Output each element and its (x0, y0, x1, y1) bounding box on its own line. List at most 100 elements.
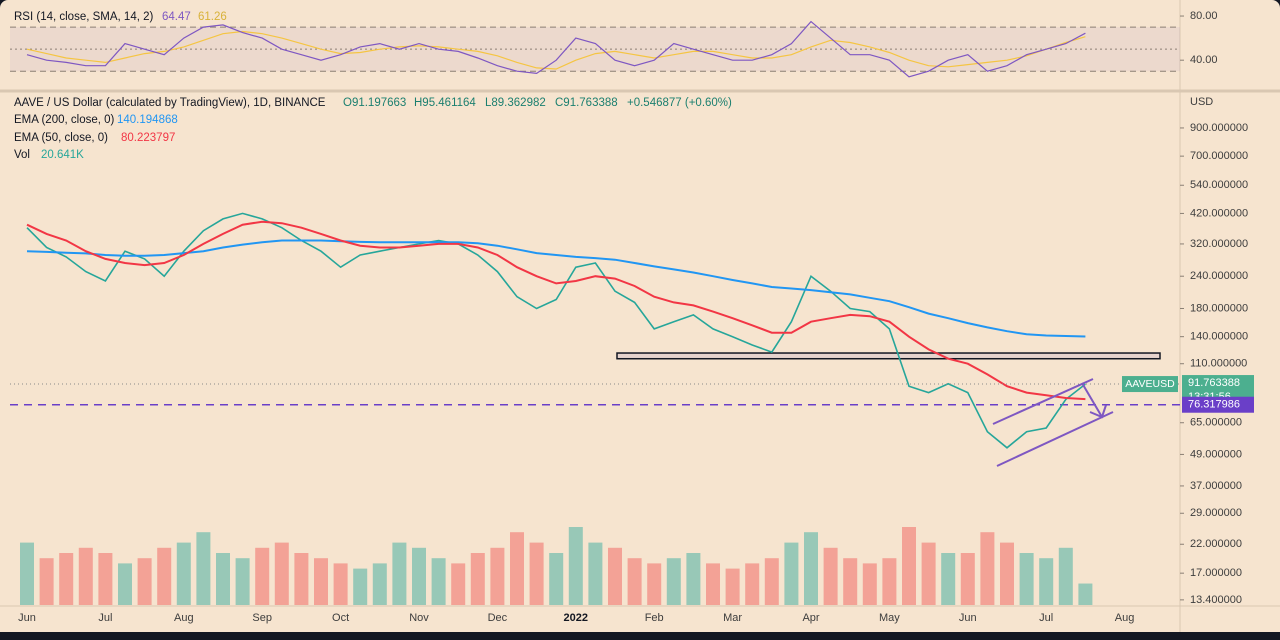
rsi-y-tick-label: 80.00 (1190, 10, 1218, 22)
x-tick-label: Mar (723, 612, 742, 624)
volume-bar (176, 542, 191, 605)
volume-bar (353, 568, 368, 605)
x-tick-label: Feb (645, 612, 664, 624)
volume-bar (843, 558, 858, 605)
y-tick-label: 65.000000 (1190, 417, 1242, 429)
volume-bar (568, 527, 583, 605)
volume-bar (98, 553, 113, 605)
ema-line (26, 239, 1086, 338)
x-tick-label: Dec (488, 612, 508, 624)
volume-bar (490, 547, 505, 605)
y-tick-label: 540.000000 (1190, 179, 1248, 191)
volume-bar (196, 532, 211, 605)
volume-bar (706, 563, 720, 605)
volume-bar (235, 558, 250, 605)
x-tick-label: Jun (18, 612, 36, 624)
y-tick-label: 180.000000 (1190, 302, 1248, 314)
legend-volume-value: 20.641K (41, 149, 84, 161)
x-tick-label: Nov (409, 612, 429, 624)
volume-bar (745, 563, 760, 605)
volume-bar (1039, 558, 1054, 605)
volume-bar (666, 558, 681, 605)
volume-bar (588, 542, 603, 605)
y-tick-label: 37.000000 (1190, 480, 1242, 492)
series-tag (1122, 376, 1178, 393)
rsi-line (26, 20, 1086, 78)
x-tick-label: Sep (252, 612, 272, 624)
volume-bar (764, 558, 779, 605)
volume-bar (333, 563, 348, 605)
volume-bar (902, 527, 916, 605)
volume-bar (1078, 583, 1093, 605)
volume-bar (118, 563, 132, 605)
channel-lower (996, 411, 1114, 467)
volume-bar (314, 558, 328, 605)
volume-bar (980, 532, 995, 605)
rsi-ma-line (26, 30, 1086, 70)
legend-ema200: EMA (200, close, 0) (14, 114, 115, 126)
volume-bar (255, 547, 270, 605)
volume-bar (157, 547, 172, 605)
volume-bar (39, 558, 54, 605)
volume-bar (431, 558, 446, 605)
y-tick-label: 140.000000 (1190, 331, 1248, 343)
support-zone (616, 352, 1161, 360)
x-tick-label: Aug (1115, 612, 1135, 624)
volume-bar (216, 553, 230, 605)
volume-bar (549, 553, 564, 605)
price-pane: 900.000000 700.000000 540.000000 420.000000… (10, 122, 1254, 624)
x-tick-label: May (879, 612, 900, 624)
level-tag-label: 76.317986 (1188, 399, 1240, 411)
ohlc-open: O91.197663 (343, 97, 406, 109)
series-tag-label: AAVEUSD (1125, 378, 1175, 390)
volume-bar (392, 542, 407, 605)
volume-bar (20, 542, 34, 605)
level-tag (1182, 396, 1254, 413)
volume-bar (647, 563, 662, 605)
rsi-pane: 80.00 40.00 (10, 10, 1218, 78)
volume-bar (470, 553, 485, 605)
y-tick-label: 240.000000 (1190, 270, 1248, 282)
legend-ema200-value: 140.194868 (117, 114, 178, 126)
ema-line (26, 220, 1086, 401)
volume-bar (941, 553, 956, 605)
arrow-shaft (1081, 382, 1103, 418)
volume-bar (274, 542, 289, 605)
ohlc-change: +0.546877 (+0.60%) (627, 97, 732, 109)
y-tick-label: 110.000000 (1190, 358, 1247, 370)
volume-bar (784, 542, 799, 605)
channel-upper (992, 378, 1094, 425)
volume-bar (1019, 553, 1034, 605)
x-tick-label: Jun (959, 612, 977, 624)
volume-bar (1058, 547, 1073, 605)
rsi-ma-value: 61.26 (198, 11, 227, 23)
arrow-head (1089, 404, 1107, 419)
volume-bar (725, 568, 740, 605)
x-tick-label: Jul (1039, 612, 1053, 624)
y-tick-label: 420.000000 (1190, 207, 1248, 219)
y-tick-label: 13.400000 (1190, 594, 1242, 606)
rsi-value: 64.47 (162, 11, 191, 23)
bottom-frame (0, 632, 1280, 640)
volume-bar (823, 547, 838, 605)
volume-bar (608, 547, 622, 605)
price-line (26, 212, 1086, 449)
rsi-title: RSI (14, close, SMA, 14, 2) (14, 11, 154, 23)
price-title: AAVE / US Dollar (calculated by TradingV… (14, 97, 326, 109)
ohlc-close: C91.763388 (555, 97, 618, 109)
volume-bar (1000, 542, 1014, 605)
volume-bar (862, 563, 877, 605)
volume-bar (372, 563, 387, 605)
volume-bar (529, 542, 544, 605)
volume-bar (921, 542, 936, 605)
volume-bar (882, 558, 897, 605)
volume-bar (59, 553, 74, 605)
x-tick-label: Aug (174, 612, 194, 624)
y-tick-label: 22.000000 (1190, 538, 1242, 550)
volume-bar (686, 553, 701, 605)
y-tick-label: 700.000000 (1190, 150, 1248, 162)
y-axis-label: USD (1190, 96, 1213, 108)
y-tick-label: 49.000000 (1190, 448, 1242, 460)
